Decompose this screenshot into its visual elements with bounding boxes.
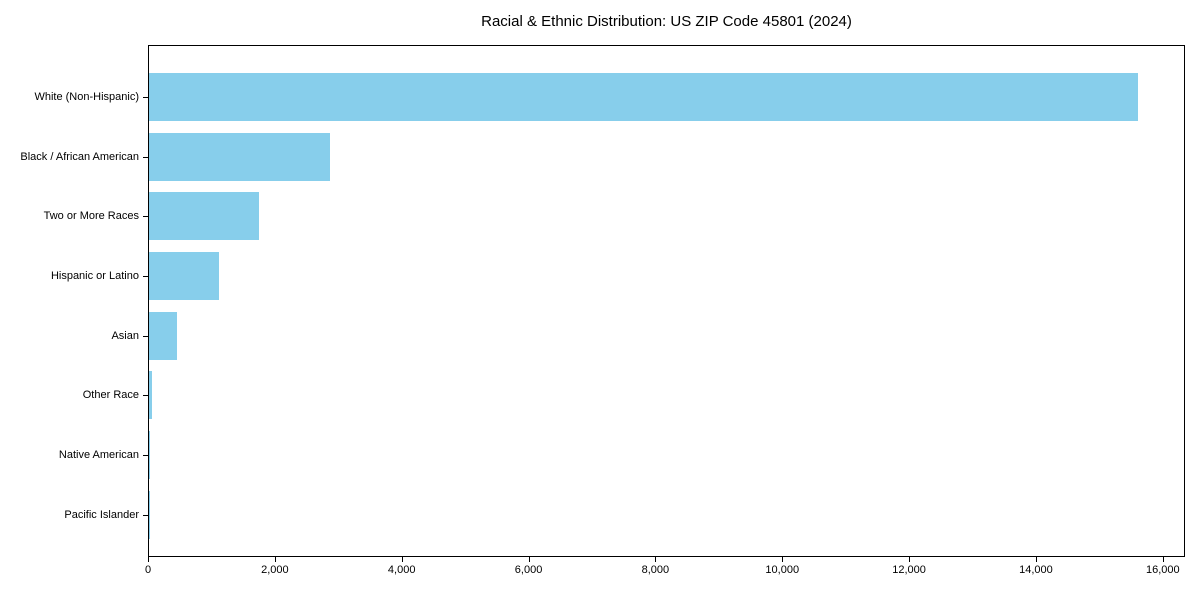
- chart-title: Racial & Ethnic Distribution: US ZIP Cod…: [481, 13, 852, 30]
- x-tick-mark: [1163, 557, 1164, 562]
- y-tick-label-native-american: Native American: [58, 449, 139, 461]
- x-tick-mark: [655, 557, 656, 562]
- y-tick-label-white-non-hispanic: White (Non-Hispanic): [34, 91, 139, 103]
- y-tick-label-pacific-islander: Pacific Islander: [64, 509, 139, 521]
- y-tick-mark: [143, 455, 148, 456]
- bar-native-american: [149, 431, 150, 479]
- y-tick-label-other-race: Other Race: [82, 389, 139, 401]
- x-tick-label-6-000: 6,000: [514, 564, 543, 576]
- y-tick-label-asian: Asian: [111, 330, 139, 342]
- y-tick-mark: [143, 216, 148, 217]
- x-tick-label-4-000: 4,000: [387, 564, 416, 576]
- y-tick-mark: [143, 97, 148, 98]
- x-tick-mark: [402, 557, 403, 562]
- bar-white-non-hispanic: [149, 73, 1139, 121]
- x-tick-mark: [148, 557, 149, 562]
- y-tick-mark: [143, 395, 148, 396]
- x-tick-label-8-000: 8,000: [641, 564, 670, 576]
- x-tick-label-2-000: 2,000: [261, 564, 289, 576]
- y-tick-mark: [143, 157, 148, 158]
- bar-hispanic-or-latino: [149, 252, 219, 300]
- x-tick-label-0: 0: [144, 564, 152, 576]
- bar-two-or-more-races: [149, 192, 260, 240]
- y-tick-label-black-african-american: Black / African American: [20, 151, 139, 163]
- x-tick-label-12-000: 12,000: [892, 564, 926, 576]
- x-tick-label-10-000: 10,000: [765, 564, 800, 576]
- plot-area: [148, 45, 1185, 557]
- y-tick-mark: [143, 515, 148, 516]
- y-tick-mark: [143, 336, 148, 337]
- x-tick-mark: [909, 557, 910, 562]
- x-tick-label-16-000: 16,000: [1145, 564, 1180, 576]
- x-tick-label-14-000: 14,000: [1019, 564, 1053, 576]
- bar-asian: [149, 312, 177, 360]
- y-tick-mark: [143, 276, 148, 277]
- x-tick-mark: [1036, 557, 1037, 562]
- y-tick-label-hispanic-or-latino: Hispanic or Latino: [50, 270, 139, 282]
- x-tick-mark: [529, 557, 530, 562]
- x-tick-mark: [275, 557, 276, 562]
- y-tick-label-two-or-more-races: Two or More Races: [43, 210, 139, 222]
- x-tick-mark: [782, 557, 783, 562]
- bar-other-race: [149, 371, 153, 419]
- bar-black-african-american: [149, 133, 330, 181]
